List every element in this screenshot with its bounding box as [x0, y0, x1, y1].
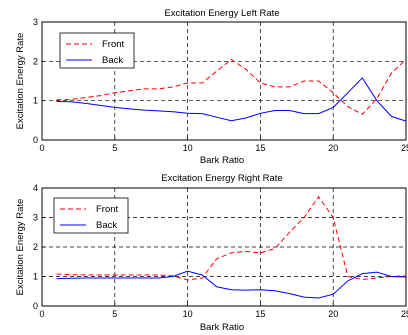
y-tick-label: 3	[33, 17, 38, 27]
y-axis-label: Excitation Energy Rate	[15, 33, 26, 130]
series-line-front	[56, 58, 407, 116]
grid	[42, 22, 406, 140]
chart-right-rate: Excitation Energy Right Rate 0510152025 …	[15, 173, 408, 333]
x-tick-label: 10	[183, 143, 193, 153]
y-ticks: 0 1 2 3	[33, 17, 45, 145]
x-axis-label: Bark Ratio	[200, 155, 244, 166]
legend: Front Back	[59, 32, 135, 69]
x-tick-label: 0	[39, 143, 44, 153]
x-tick-label: 15	[255, 143, 265, 153]
x-tick-label: 15	[255, 309, 265, 319]
y-tick-label: 2	[33, 242, 38, 252]
series-line-back	[56, 77, 407, 122]
x-tick-label: 10	[183, 309, 193, 319]
series-line-front	[56, 195, 407, 281]
y-tick-label: 2	[33, 56, 38, 66]
chart-title: Excitation Energy Right Rate	[161, 173, 282, 184]
y-tick-label: 4	[33, 183, 38, 193]
x-tick-label: 5	[112, 143, 117, 153]
legend-label-back: Back	[102, 55, 123, 66]
chart-title: Excitation Energy Left Rate	[164, 8, 279, 19]
legend-label-front: Front	[96, 204, 119, 215]
x-ticks: 0 5 10 15 20 25	[39, 303, 408, 319]
y-tick-label: 0	[33, 301, 38, 311]
y-tick-label: 3	[33, 213, 38, 223]
grid	[42, 188, 406, 306]
legend-label-front: Front	[102, 39, 125, 50]
series-lines	[56, 58, 407, 122]
y-axis-label: Excitation Energy Rate	[15, 199, 26, 296]
legend-label-back: Back	[96, 220, 117, 231]
x-tick-label: 0	[39, 309, 44, 319]
series-lines	[56, 195, 407, 299]
legend: Front Back	[53, 197, 129, 234]
y-tick-label: 1	[33, 272, 38, 282]
x-axis-label: Bark Ratio	[200, 322, 244, 333]
legend-box	[59, 32, 135, 69]
y-tick-label: 1	[33, 96, 38, 106]
y-tick-label: 0	[33, 135, 38, 145]
chart-left-rate: Excitation Energy Left Rate 0510152025 0…	[15, 8, 408, 166]
x-tick-label: 25	[401, 143, 408, 153]
x-tick-label: 20	[328, 143, 338, 153]
legend-box	[53, 197, 129, 234]
series-line-back	[56, 270, 407, 299]
plot-area-frame	[41, 21, 407, 141]
x-ticks: 0 5 10 15 20 25	[39, 137, 408, 153]
x-tick-label: 5	[112, 309, 117, 319]
x-tick-label: 20	[328, 309, 338, 319]
x-tick-label: 25	[401, 309, 408, 319]
y-ticks: 0 1 2 3 4	[33, 183, 45, 311]
